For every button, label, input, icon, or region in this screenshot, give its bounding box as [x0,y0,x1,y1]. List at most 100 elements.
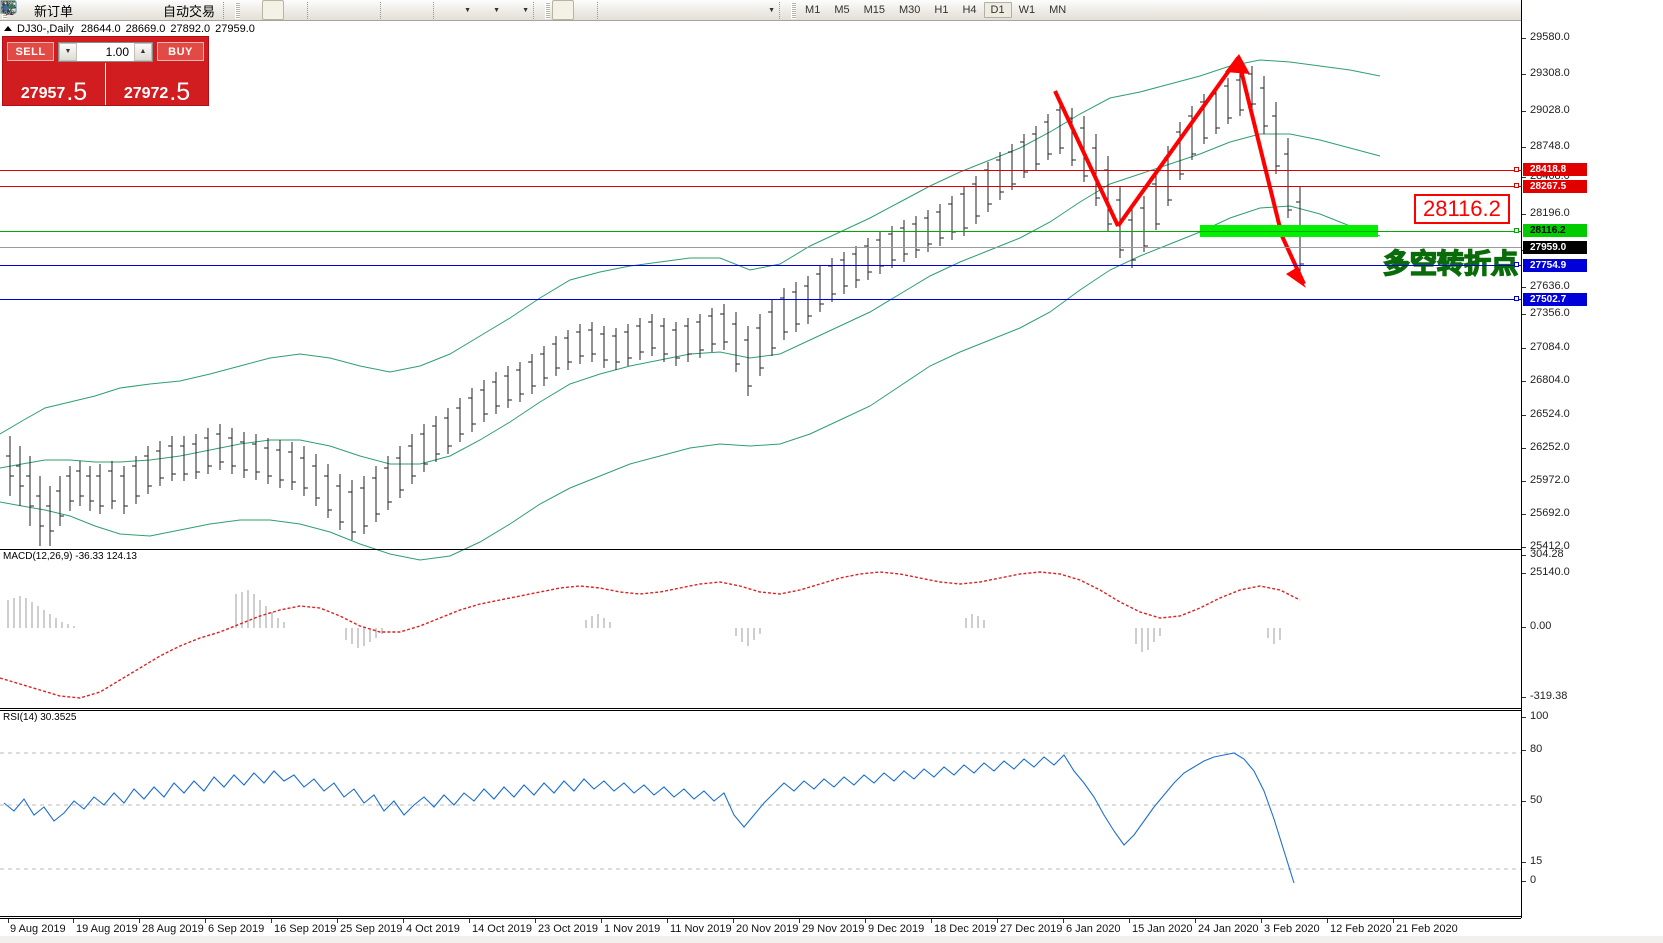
chart-tools-grip[interactable] [235,1,241,19]
chart-symbol-header: DJ30-,Daily 28644.0 28669.0 27892.0 2795… [0,22,255,35]
vertical-line-icon[interactable] [6,1,627,19]
price-scale[interactable]: 29580.0 29308.0 29028.0 28748.0 28468.0 … [1521,0,1663,918]
bollinger-lower-band [0,205,1381,561]
shapes-dropdown-icon[interactable]: ▼ [768,6,775,14]
ohlc-high: 28669.0 [125,22,166,35]
fibonacci-icon[interactable]: F [2,1,707,19]
macd-label: MACD(12,26,9) -36.33 124.13 [3,551,137,562]
grid-icon[interactable] [0,0,377,19]
timeframe-m15[interactable]: M15 [863,4,885,16]
price-chart-canvas [0,54,1381,561]
trendline-icon[interactable] [2,1,667,19]
add-indicator-dropdown-icon[interactable]: ▼ [464,6,471,14]
timeframe-m1[interactable]: M1 [805,4,821,16]
toolbar-separator-7 [779,1,786,19]
text-label-icon[interactable]: T [1,1,747,19]
zoom-in-icon[interactable] [2,1,337,19]
price-level-badge-support-green[interactable]: 28116.2 [1523,224,1587,237]
level-handle-28267[interactable] [1514,183,1519,188]
level-handle-27502[interactable] [1514,296,1519,301]
template-dropdown-icon[interactable]: ▼ [522,6,529,14]
date-tick-label: 20 Nov 2019 [736,923,799,935]
price-tick: 26804.0 [1522,374,1570,386]
sell-price[interactable]: 27957 .5 [3,63,106,105]
level-line-28267[interactable] [0,186,1521,187]
cursor-icon[interactable] [2,0,575,20]
shapes-icon[interactable] [3,1,767,19]
level-line-28116[interactable] [0,231,1521,232]
volume-value[interactable]: 1.00 [105,44,129,59]
rsi-tick: 0 [1522,874,1536,886]
buy-price[interactable]: 27972 .5 [106,63,208,105]
level-line-27754[interactable] [0,265,1521,266]
print-icon[interactable] [1,1,118,19]
period-dropdown-icon[interactable]: ▼ [493,6,500,14]
line-studies-grip[interactable] [545,1,551,19]
buy-button[interactable]: BUY [157,42,204,61]
volume-increase-icon[interactable]: ▲ [134,42,152,61]
timeframe-m5[interactable]: M5 [834,4,850,16]
macd-signal-line [0,571,1301,699]
date-tick-label: 28 Aug 2019 [142,923,204,935]
crosshair-icon[interactable] [1,1,594,19]
timeframe-w1[interactable]: W1 [1018,4,1036,16]
new-order-button[interactable]: 新订单 [1,0,78,20]
price-tick: 29580.0 [1522,31,1570,43]
price-tick: 25692.0 [1522,507,1570,519]
metaquotes-globe-icon[interactable] [1,1,138,19]
timeframe-d1[interactable]: D1 [983,2,1012,18]
level-line-28418[interactable] [0,170,1521,171]
equidistant-channel-icon[interactable]: E [1,1,687,19]
price-level-badge-support-2[interactable]: 27502.7 [1523,293,1587,306]
level-line-27502[interactable] [0,299,1521,300]
text-icon[interactable]: A [2,1,727,19]
timeframe-mn[interactable]: MN [1049,4,1067,16]
horizontal-scrollbar[interactable] [0,936,1663,943]
price-level-badge-resistance-2[interactable]: 28267.5 [1523,180,1587,193]
collapse-triangle-icon[interactable] [4,26,12,31]
timeframe-m30[interactable]: M30 [899,4,921,16]
level-handle-28418[interactable] [1514,167,1519,172]
date-tick-label: 19 Aug 2019 [76,923,138,935]
sell-button[interactable]: SELL [7,42,54,61]
date-tick-label: 9 Dec 2019 [868,923,925,935]
auto-trading-icon[interactable] [0,0,158,19]
auto-scroll-icon[interactable] [1,1,430,19]
toolbar-separator-5 [533,1,540,19]
macd-chart-canvas [0,571,1301,699]
book-icon[interactable] [0,1,98,19]
candlestick-chart-icon[interactable] [1,0,285,20]
add-indicator-icon[interactable] [0,1,463,19]
date-tick-label: 16 Sep 2019 [274,923,337,935]
level-handle-28116[interactable] [1514,228,1519,233]
level-handle-27754[interactable] [1514,262,1519,267]
date-tick-label: 18 Dec 2019 [934,923,997,935]
price-level-badge-resistance-1[interactable]: 28418.8 [1523,163,1587,176]
rsi-tick: 80 [1522,743,1542,755]
period-clock-icon[interactable] [1,1,492,19]
horizontal-line-icon[interactable] [2,1,647,19]
date-tick-label: 6 Sep 2019 [208,923,265,935]
volume-stepper[interactable]: ▼ 1.00 ▲ [58,41,153,62]
timeframe-h4[interactable]: H4 [962,4,977,16]
zoom-out-icon[interactable] [2,1,357,19]
date-tick-label: 6 Jan 2020 [1066,923,1121,935]
timeframes-grip[interactable] [791,1,797,19]
line-chart-icon[interactable] [1,1,304,19]
toolbar-separator-6 [597,1,604,19]
toolbar-separator-1 [223,1,230,19]
date-tick-label: 11 Nov 2019 [670,923,732,935]
date-tick-label: 25 Sep 2019 [340,923,403,935]
timeframe-h1[interactable]: H1 [934,4,949,16]
date-tick-label: 12 Feb 2020 [1330,923,1392,935]
auto-trading-button[interactable]: 自动交易 [158,0,220,20]
chart-symbol-label: DJ30-,Daily [17,22,74,35]
macd-tick: -319.38 [1522,690,1567,702]
template-icon[interactable] [0,1,521,19]
candlestick-series [6,66,1304,546]
price-level-badge-support-1[interactable]: 27754.9 [1523,259,1587,272]
bar-chart-icon[interactable] [1,1,262,19]
shift-start-icon[interactable] [1,1,410,19]
volume-decrease-icon[interactable]: ▼ [59,42,77,61]
date-tick-label: 23 Oct 2019 [538,923,598,935]
